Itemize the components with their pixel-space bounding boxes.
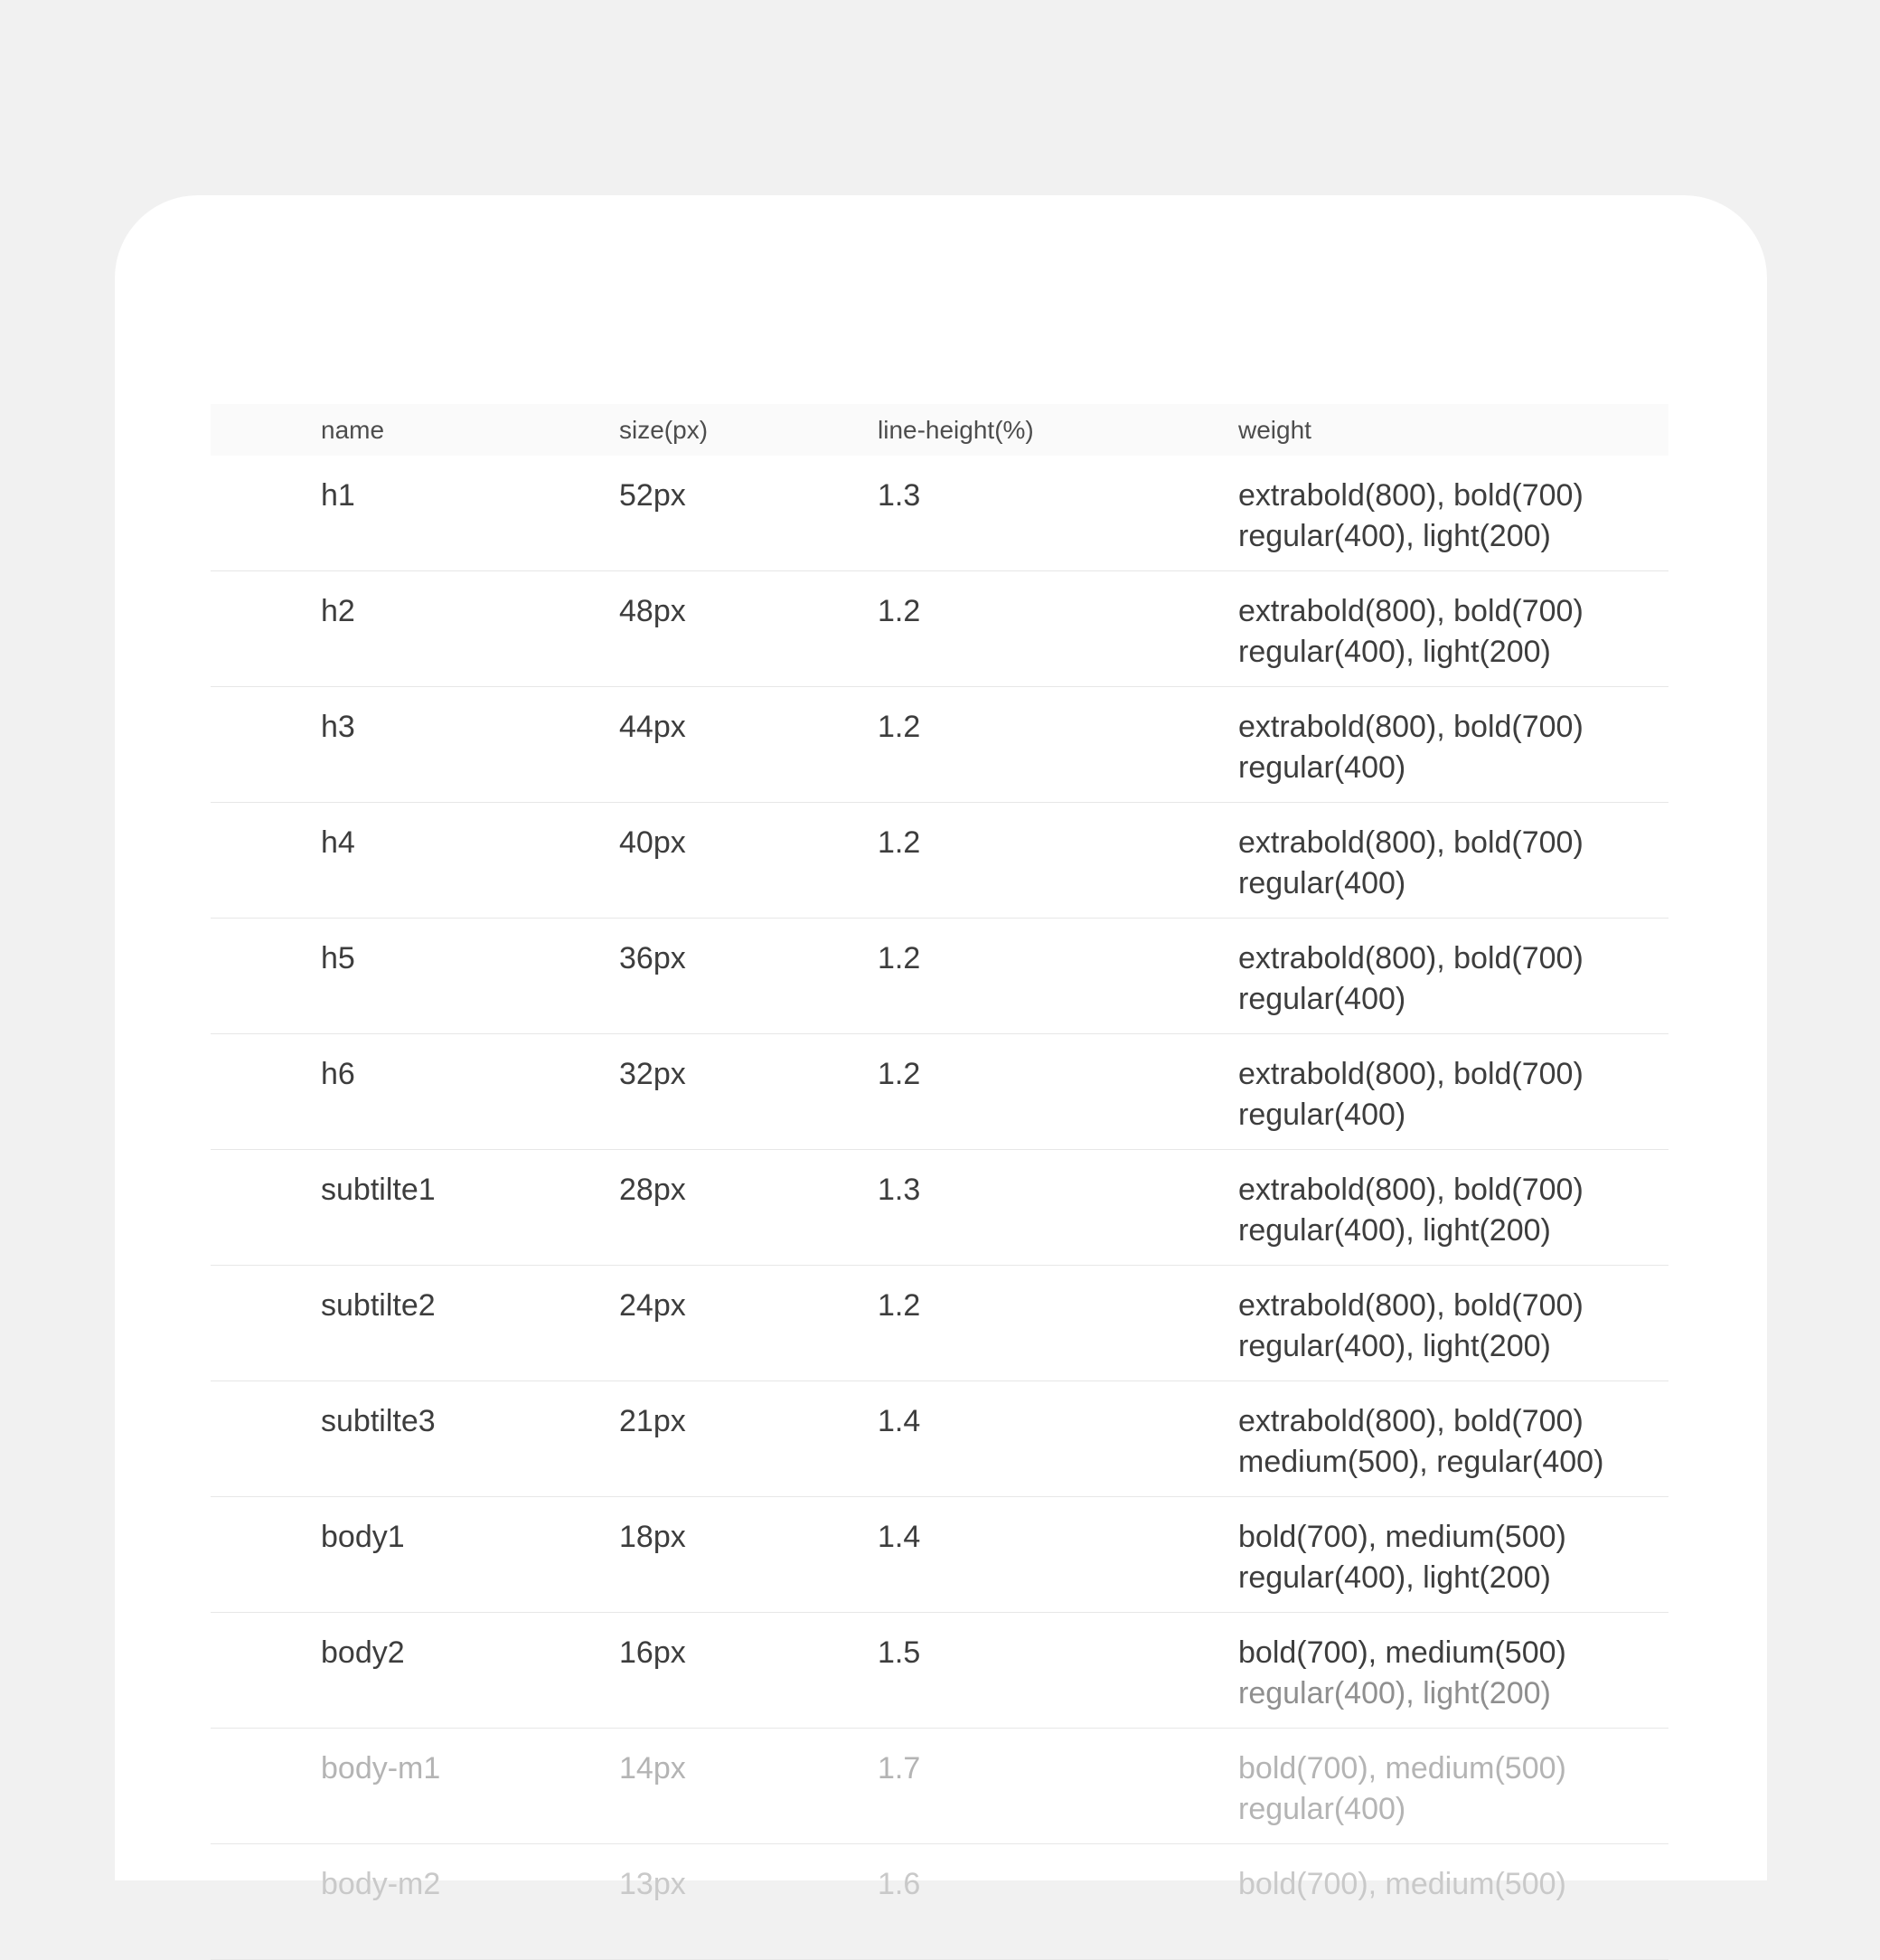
size-cell: 16px — [619, 1635, 686, 1670]
weight-line-1: extrabold(800), bold(700) — [1238, 478, 1584, 513]
weight-line-2: regular(400) — [1238, 982, 1406, 1016]
weight-cell: bold(700), medium(500) regular(400) — [1238, 1748, 1668, 1830]
style-name-cell: h4 — [321, 825, 355, 860]
line-height-cell: 1.2 — [878, 594, 921, 628]
table-row: subtilte1 28px 1.3 extrabold(800), bold(700… — [211, 1150, 1668, 1266]
line-height-cell: 1.3 — [878, 478, 921, 513]
weight-line-2: regular(400), light(200) — [1238, 1676, 1551, 1710]
weight-line-2: regular(400), light(200) — [1238, 1560, 1551, 1595]
size-cell: 28px — [619, 1173, 686, 1207]
style-name-cell: h5 — [321, 941, 355, 975]
size-cell: 52px — [619, 478, 686, 513]
table-row: subtilte2 24px 1.2 extrabold(800), bold(700… — [211, 1266, 1668, 1381]
weight-line-2: regular(400), light(200) — [1238, 519, 1551, 553]
line-height-cell: 1.2 — [878, 941, 921, 975]
size-cell: 48px — [619, 594, 686, 628]
weight-line-2: regular(400), light(200) — [1238, 1213, 1551, 1248]
size-cell: 14px — [619, 1751, 686, 1786]
weight-cell: bold(700), medium(500) — [1238, 1864, 1668, 1905]
style-name-cell: h2 — [321, 594, 355, 628]
style-name-cell: subtilte2 — [321, 1288, 436, 1323]
weight-line-2: regular(400), light(200) — [1238, 635, 1551, 669]
weight-line-1: extrabold(800), bold(700) — [1238, 1173, 1584, 1207]
table-row: body-m1 14px 1.7 bold(700), medium(500) regu… — [211, 1729, 1668, 1844]
weight-line-1: bold(700), medium(500) — [1238, 1635, 1566, 1670]
line-height-cell: 1.4 — [878, 1404, 921, 1438]
table-row: h6 32px 1.2 extrabold(800), bold(700) regula… — [211, 1034, 1668, 1150]
style-name-cell: h3 — [321, 710, 355, 744]
table-row: h5 36px 1.2 extrabold(800), bold(700) regula… — [211, 919, 1668, 1034]
line-height-cell: 1.2 — [878, 1288, 921, 1323]
column-header-weight: weight — [1238, 415, 1311, 444]
size-cell: 13px — [619, 1867, 686, 1901]
column-header-line-height: line-height(%) — [878, 415, 1034, 444]
weight-line-1: extrabold(800), bold(700) — [1238, 594, 1584, 628]
table-row: h1 52px 1.3 extrabold(800), bold(700) regula… — [211, 456, 1668, 571]
table-row: h4 40px 1.2 extrabold(800), bold(700) regula… — [211, 803, 1668, 919]
table-row: body2 16px 1.5 bold(700), medium(500) regula… — [211, 1613, 1668, 1729]
table-row: body1 18px 1.4 bold(700), medium(500) regula… — [211, 1497, 1668, 1613]
column-header-size: size(px) — [619, 415, 709, 444]
size-cell: 36px — [619, 941, 686, 975]
weight-cell: extrabold(800), bold(700) regular(400) — [1238, 707, 1668, 788]
weight-cell: extrabold(800), bold(700) medium(500), re… — [1238, 1401, 1668, 1483]
weight-line-1: extrabold(800), bold(700) — [1238, 825, 1584, 860]
column-header-name: name — [321, 415, 385, 444]
style-name-cell: body-m2 — [321, 1867, 441, 1901]
weight-line-1: bold(700), medium(500) — [1238, 1520, 1566, 1554]
line-height-cell: 1.7 — [878, 1751, 921, 1786]
size-cell: 40px — [619, 825, 686, 860]
weight-cell: extrabold(800), bold(700) regular(400), l… — [1238, 1286, 1668, 1367]
size-cell: 21px — [619, 1404, 686, 1438]
weight-cell: bold(700), medium(500) regular(400), ligh… — [1238, 1633, 1668, 1714]
weight-line-1: extrabold(800), bold(700) — [1238, 941, 1584, 975]
line-height-cell: 1.6 — [878, 1867, 921, 1901]
table-row: h2 48px 1.2 extrabold(800), bold(700) regula… — [211, 571, 1668, 687]
style-name-cell: subtilte1 — [321, 1173, 436, 1207]
table-body: h1 52px 1.3 extrabold(800), bold(700) regula… — [211, 456, 1668, 1960]
line-height-cell: 1.2 — [878, 825, 921, 860]
weight-line-1: extrabold(800), bold(700) — [1238, 710, 1584, 744]
weight-line-2: regular(400) — [1238, 1792, 1406, 1826]
weight-line-2: regular(400) — [1238, 866, 1406, 900]
weight-line-2: regular(400) — [1238, 1098, 1406, 1132]
table-header-row: name size(px) line-height(%) weight — [211, 404, 1668, 456]
weight-cell: extrabold(800), bold(700) regular(400), l… — [1238, 476, 1668, 557]
style-name-cell: body-m1 — [321, 1751, 441, 1786]
size-cell: 24px — [619, 1288, 686, 1323]
table-row: body-m2 13px 1.6 bold(700), medium(500) — [211, 1844, 1668, 1960]
style-name-cell: body2 — [321, 1635, 405, 1670]
size-cell: 44px — [619, 710, 686, 744]
style-name-cell: h1 — [321, 478, 355, 513]
typography-spec-table: name size(px) line-height(%) weight h1 52… — [211, 404, 1668, 1960]
weight-cell: extrabold(800), bold(700) regular(400) — [1238, 938, 1668, 1020]
style-name-cell: body1 — [321, 1520, 405, 1554]
weight-line-2: regular(400), light(200) — [1238, 1329, 1551, 1363]
weight-cell: extrabold(800), bold(700) regular(400), l… — [1238, 1170, 1668, 1251]
weight-line-2: regular(400) — [1238, 750, 1406, 785]
style-name-cell: subtilte3 — [321, 1404, 436, 1438]
weight-line-1: extrabold(800), bold(700) — [1238, 1288, 1584, 1323]
line-height-cell: 1.2 — [878, 710, 921, 744]
size-cell: 18px — [619, 1520, 686, 1554]
weight-cell: bold(700), medium(500) regular(400), ligh… — [1238, 1517, 1668, 1598]
table-row: h3 44px 1.2 extrabold(800), bold(700) regula… — [211, 687, 1668, 803]
weight-line-1: bold(700), medium(500) — [1238, 1867, 1566, 1901]
style-name-cell: h6 — [321, 1057, 355, 1091]
line-height-cell: 1.4 — [878, 1520, 921, 1554]
size-cell: 32px — [619, 1057, 686, 1091]
line-height-cell: 1.2 — [878, 1057, 921, 1091]
line-height-cell: 1.5 — [878, 1635, 921, 1670]
weight-line-1: extrabold(800), bold(700) — [1238, 1404, 1584, 1438]
line-height-cell: 1.3 — [878, 1173, 921, 1207]
content-card: name size(px) line-height(%) weight h1 52… — [115, 195, 1767, 1960]
weight-line-2: medium(500), regular(400) — [1238, 1445, 1604, 1479]
table-row: subtilte3 21px 1.4 extrabold(800), bold(700… — [211, 1381, 1668, 1497]
weight-line-1: bold(700), medium(500) — [1238, 1751, 1566, 1786]
weight-cell: extrabold(800), bold(700) regular(400) — [1238, 823, 1668, 904]
weight-cell: extrabold(800), bold(700) regular(400), l… — [1238, 591, 1668, 673]
weight-line-1: extrabold(800), bold(700) — [1238, 1057, 1584, 1091]
weight-cell: extrabold(800), bold(700) regular(400) — [1238, 1054, 1668, 1135]
